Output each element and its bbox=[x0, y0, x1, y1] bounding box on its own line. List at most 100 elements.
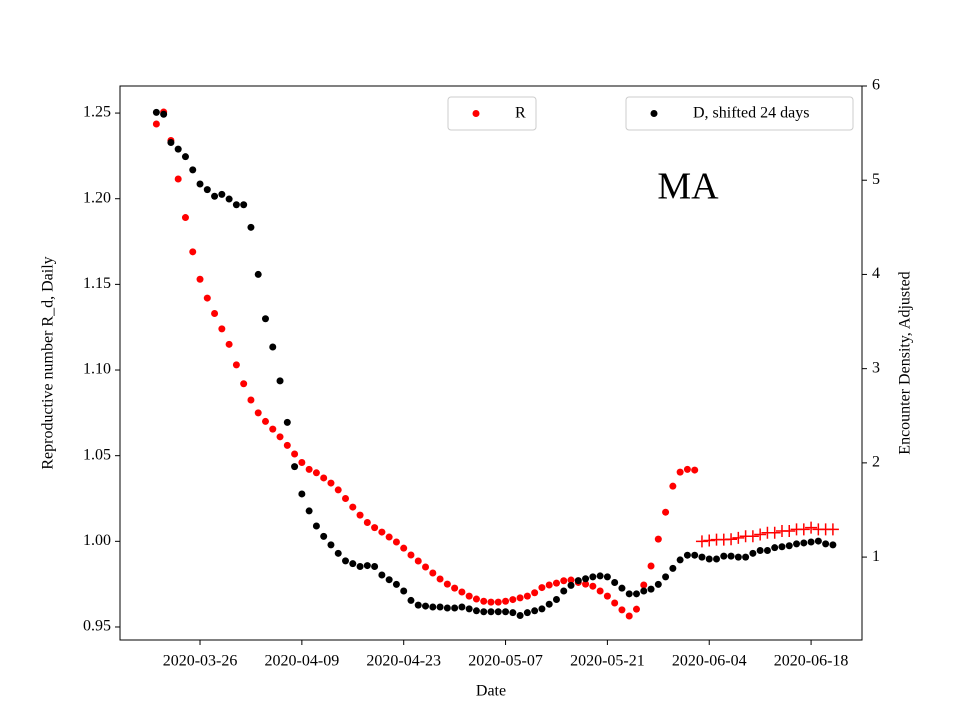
point bbox=[472, 607, 480, 615]
point bbox=[363, 518, 371, 526]
point bbox=[829, 541, 837, 549]
point bbox=[822, 540, 830, 548]
x-tick-label: 2020-05-21 bbox=[570, 653, 645, 670]
point bbox=[254, 270, 262, 278]
plus-marker bbox=[746, 530, 759, 543]
point bbox=[676, 556, 684, 564]
point bbox=[422, 602, 430, 610]
point bbox=[480, 597, 488, 605]
x-axis-label: Date bbox=[476, 683, 506, 700]
point bbox=[545, 600, 553, 608]
point bbox=[225, 195, 233, 203]
point bbox=[589, 573, 597, 581]
point bbox=[291, 463, 299, 471]
point bbox=[552, 579, 560, 587]
point bbox=[749, 549, 757, 557]
point bbox=[807, 538, 815, 546]
point bbox=[654, 580, 662, 588]
y2-tick-label: 2 bbox=[872, 454, 880, 471]
point bbox=[647, 562, 655, 570]
y2-tick-label: 6 bbox=[872, 77, 880, 94]
point bbox=[618, 606, 626, 614]
annotation: MA bbox=[657, 166, 719, 208]
y-axis-label: Reproductive number R_d, Daily bbox=[40, 256, 57, 469]
point bbox=[320, 474, 328, 482]
point bbox=[334, 549, 342, 557]
x-tick-label: 2020-03-26 bbox=[163, 653, 238, 670]
point bbox=[407, 551, 415, 559]
y2-tick-label: 1 bbox=[872, 548, 880, 565]
point bbox=[785, 542, 793, 550]
point bbox=[400, 544, 408, 552]
point bbox=[305, 465, 313, 473]
point bbox=[327, 541, 335, 549]
point bbox=[174, 145, 182, 153]
point bbox=[771, 544, 779, 552]
point bbox=[582, 580, 590, 588]
point bbox=[778, 543, 786, 551]
point bbox=[494, 598, 502, 606]
y-tick-label: 1.10 bbox=[83, 361, 111, 378]
point bbox=[800, 539, 808, 547]
point bbox=[669, 564, 677, 572]
point bbox=[298, 459, 306, 467]
point bbox=[603, 592, 611, 600]
point bbox=[756, 546, 764, 554]
point bbox=[487, 608, 495, 616]
legend-box bbox=[447, 96, 537, 131]
point bbox=[742, 553, 750, 561]
point bbox=[545, 581, 553, 589]
point bbox=[705, 555, 713, 563]
point bbox=[662, 573, 670, 581]
point bbox=[342, 495, 350, 503]
y2-tick-label: 3 bbox=[872, 359, 880, 376]
point bbox=[152, 120, 160, 128]
legend-box bbox=[625, 96, 854, 131]
point bbox=[378, 528, 386, 536]
point bbox=[523, 609, 531, 617]
point bbox=[763, 546, 771, 554]
point bbox=[516, 612, 524, 620]
point bbox=[502, 597, 510, 605]
point bbox=[458, 588, 466, 596]
point bbox=[632, 605, 640, 613]
point bbox=[625, 590, 633, 598]
point bbox=[611, 579, 619, 587]
legend-label: R bbox=[515, 105, 526, 122]
x-tick-label: 2020-06-04 bbox=[672, 653, 747, 670]
point bbox=[261, 417, 269, 425]
point bbox=[385, 576, 393, 584]
point bbox=[276, 377, 284, 385]
point bbox=[298, 490, 306, 498]
point bbox=[465, 592, 473, 600]
plus-marker bbox=[725, 533, 738, 546]
point bbox=[291, 450, 299, 458]
point bbox=[574, 577, 582, 585]
point bbox=[312, 522, 320, 530]
point bbox=[451, 604, 459, 612]
point bbox=[487, 598, 495, 606]
point bbox=[582, 575, 590, 583]
plus-marker bbox=[783, 525, 796, 538]
plot-frame bbox=[119, 85, 863, 641]
point bbox=[327, 479, 335, 487]
point bbox=[683, 551, 691, 559]
point bbox=[211, 192, 219, 200]
point bbox=[589, 582, 597, 590]
point bbox=[516, 594, 524, 602]
y2-tick-label: 5 bbox=[872, 171, 880, 188]
point bbox=[349, 560, 357, 568]
plus-marker bbox=[826, 523, 839, 536]
point bbox=[640, 581, 648, 589]
point bbox=[342, 557, 350, 565]
point bbox=[407, 596, 415, 604]
x-tick-label: 2020-06-18 bbox=[774, 653, 849, 670]
point bbox=[713, 555, 721, 563]
point bbox=[181, 214, 189, 222]
point bbox=[465, 605, 473, 613]
point bbox=[567, 576, 575, 584]
point bbox=[603, 573, 611, 581]
point bbox=[283, 418, 291, 426]
point bbox=[596, 587, 604, 595]
